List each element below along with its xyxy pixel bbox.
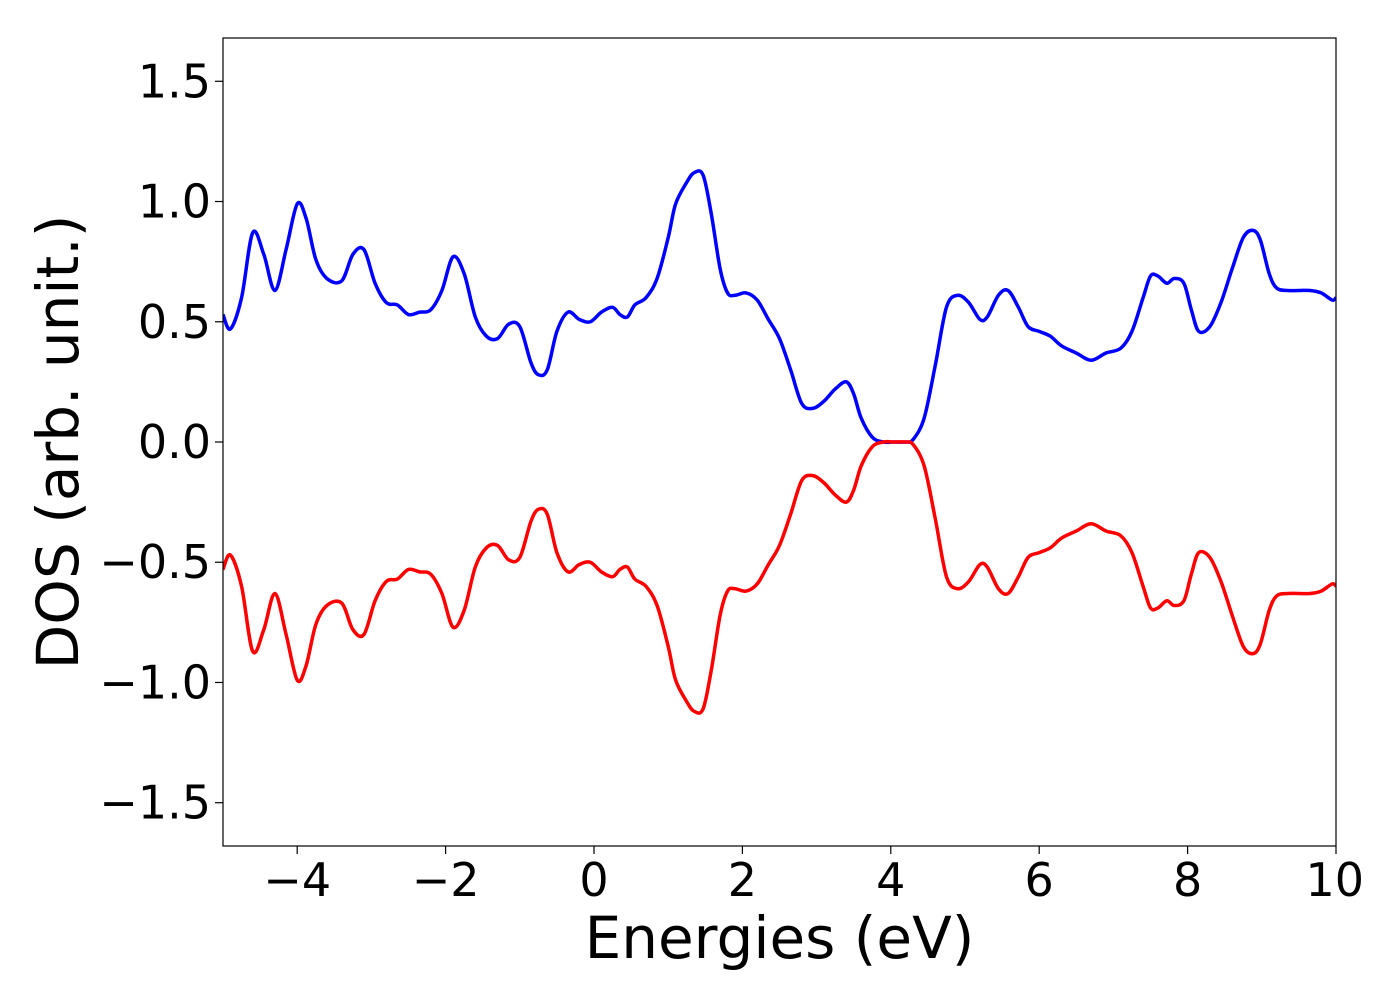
x-tick-label: 6 (1025, 853, 1054, 907)
plot-frame (222, 37, 1337, 847)
x-tick-label: 4 (876, 853, 905, 907)
y-tick-label: 1.5 (138, 54, 211, 108)
series-layer (223, 169, 1336, 715)
y-axis: 1.5 1.0 0.5 0.0 −0.5 −1.0 −1.5 (99, 54, 223, 830)
y-tick-label: 0.5 (138, 295, 211, 349)
y-tick-label: 1.0 (138, 175, 211, 229)
x-axis: −4 −2 0 2 4 6 8 10 (263, 846, 1364, 907)
y-tick-label: 0.0 (138, 415, 211, 469)
x-tick-label: −4 (263, 853, 331, 907)
y-tick-label: −1.5 (99, 776, 211, 830)
y-tick-label: −1.0 (99, 655, 211, 709)
x-tick-label: 8 (1173, 853, 1202, 907)
series-line-1 (223, 169, 1336, 445)
x-tick-label: 2 (728, 853, 757, 907)
x-axis-label: Energies (eV) (585, 904, 975, 972)
series-line-2 (223, 439, 1336, 715)
y-axis-label: DOS (arb. unit.) (24, 215, 92, 670)
x-tick-label: 0 (579, 853, 608, 907)
x-tick-label: −2 (412, 853, 480, 907)
x-tick-label: 10 (1305, 853, 1364, 907)
y-tick-label: −0.5 (99, 535, 211, 589)
